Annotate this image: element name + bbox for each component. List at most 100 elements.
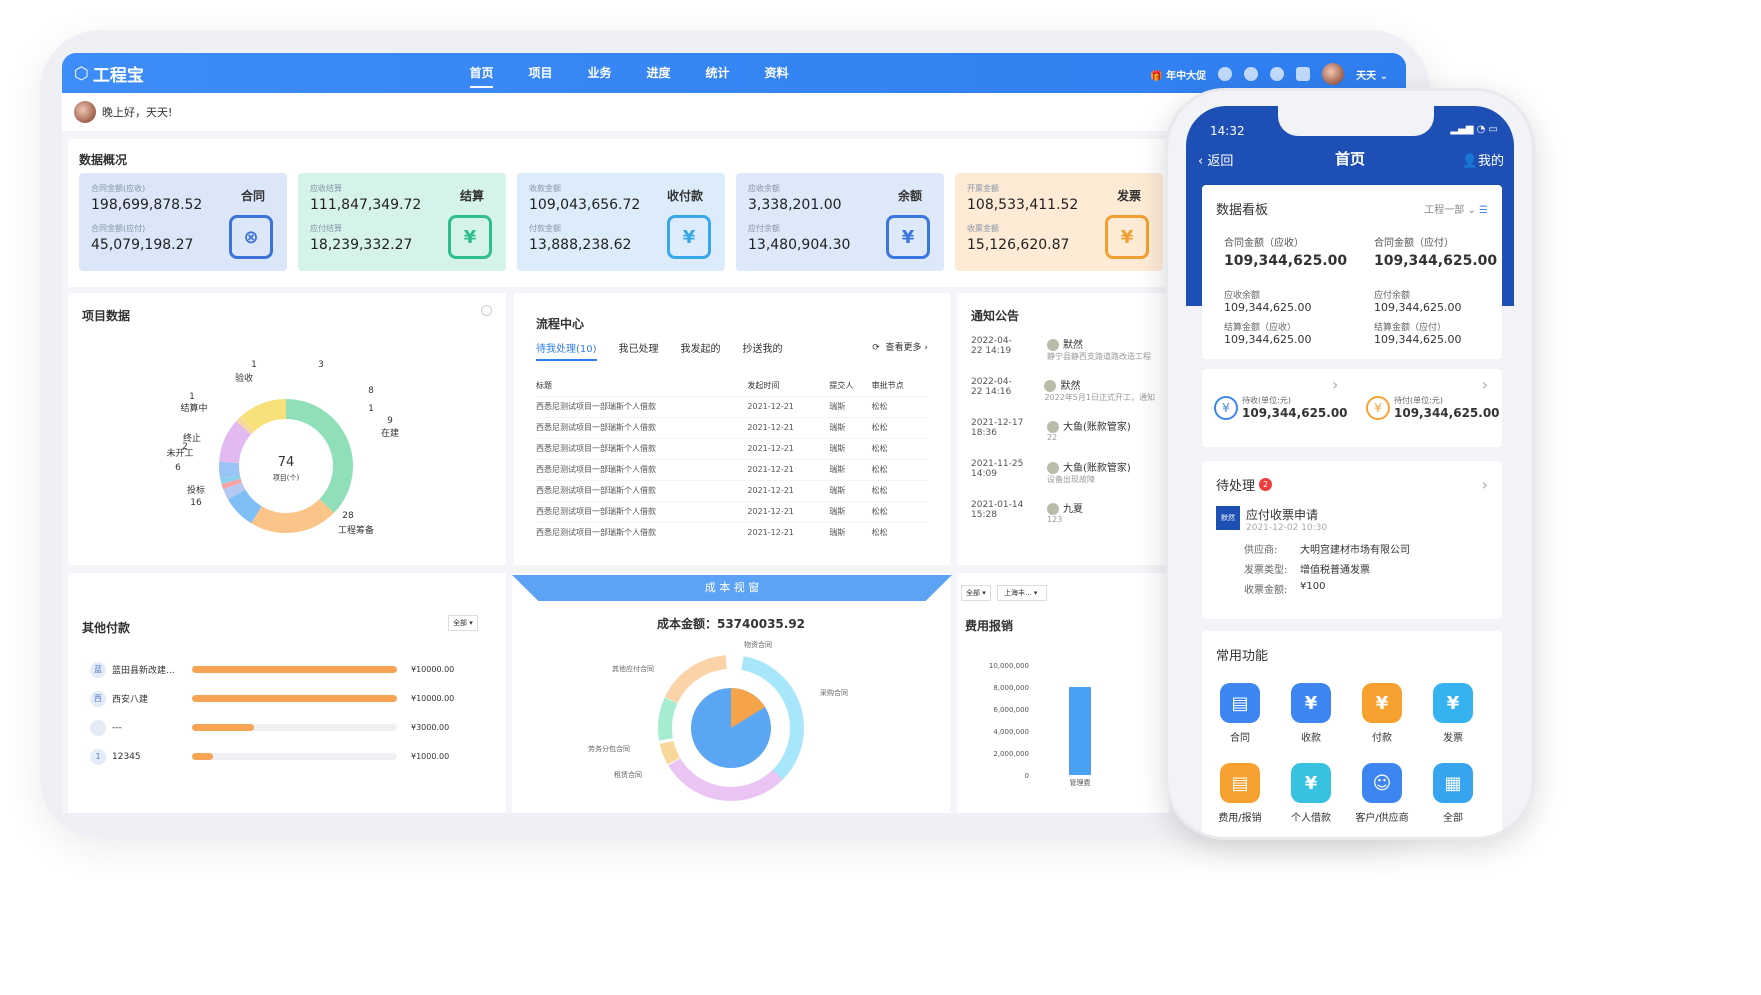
- notice-author-name: 大鱼(账款管家): [1063, 463, 1131, 474]
- donut-slice: [251, 498, 334, 533]
- notice-item[interactable]: 2022-04- 22 14:19 默然 静宁县静西支路道路改造工程: [971, 336, 1155, 377]
- promo-link[interactable]: 🎁 年中大促: [1150, 67, 1206, 82]
- board-sub-item[interactable]: 结算金额（应付） 109,344,625.00: [1374, 320, 1461, 346]
- dept-select[interactable]: 工程一部 ⌄ ☰: [1424, 205, 1488, 216]
- table-cell: 2021-12-21: [747, 423, 794, 432]
- donut-count: 16: [190, 498, 202, 508]
- function-5[interactable]: ¥ 个人借款: [1281, 763, 1341, 824]
- kpi-name: 余额: [897, 189, 922, 203]
- table-row[interactable]: 西悉尼测试项目一部瑞斯个人借款 2021-12-21 瑞斯 松松: [536, 438, 928, 459]
- nav-docs[interactable]: 资料: [764, 66, 789, 80]
- project-title: 项目数据: [82, 309, 131, 323]
- y-tick: 10,000,000: [989, 662, 1029, 670]
- table-row[interactable]: 西悉尼测试项目一部瑞斯个人借款 2021-12-21 瑞斯 松松: [536, 417, 928, 438]
- todo-item[interactable]: 默然 应付收票申请 2021-12-02 10:30: [1216, 506, 1488, 533]
- row-tag: 西: [90, 690, 106, 707]
- notice-item[interactable]: 2021-12-17 18:36 大鱼(账款管家) 22: [971, 418, 1155, 459]
- kpi-card-3[interactable]: 余额 应收余额 3,338,201.00 应付余额 13,480,904.30 ¥: [736, 173, 944, 271]
- donut-count: 2: [182, 442, 188, 452]
- filter-label: 全部: [453, 619, 467, 627]
- info-icon[interactable]: [481, 305, 492, 316]
- other-pay-title: 其他付款: [82, 621, 131, 635]
- kpi-card-0[interactable]: 合同 合同金额(应收) 198,699,878.52 合同金额(应付) 45,079,1…: [79, 173, 287, 271]
- table-cell: 松松: [871, 402, 888, 411]
- row-amount: ¥1000.00: [411, 752, 450, 761]
- bell-icon[interactable]: [1218, 67, 1233, 81]
- function-7[interactable]: ▦ 全部: [1423, 763, 1483, 824]
- help-icon[interactable]: [1296, 67, 1311, 81]
- list-item[interactable]: 蓝蓝田县新改建... ¥10000.00: [90, 655, 454, 684]
- nav-stats[interactable]: 统计: [705, 66, 730, 80]
- function-3[interactable]: ¥ 发票: [1423, 683, 1483, 744]
- receivable-item[interactable]: ¥ 待收(单位:元) 109,344,625.00: [1214, 395, 1348, 420]
- function-icon: ¥: [1291, 683, 1331, 723]
- table-row[interactable]: 西悉尼测试项目一部瑞斯个人借款 2021-12-21 瑞斯 松松: [536, 522, 928, 543]
- gear-icon[interactable]: [1244, 67, 1259, 81]
- other-pay-filter[interactable]: 全部 ▾: [448, 615, 478, 631]
- function-2[interactable]: ¥ 付款: [1352, 683, 1412, 744]
- kpi-value-1: 198,699,878.52: [91, 197, 203, 213]
- board-sub-item[interactable]: 应付余额 109,344,625.00: [1374, 288, 1461, 314]
- notice-item[interactable]: 2022-04- 22 14:16 默然 2022年5月1日正式开工，通知: [971, 377, 1155, 418]
- function-1[interactable]: ¥ 收款: [1281, 683, 1341, 744]
- tab-pending[interactable]: 待我处理(10): [536, 340, 597, 361]
- avatar: [1044, 380, 1057, 392]
- tab-done[interactable]: 我已处理: [618, 344, 659, 355]
- user-menu[interactable]: 天天 ⌄: [1356, 67, 1388, 82]
- filter-icon[interactable]: ☰: [1479, 205, 1488, 216]
- expense-filter-2[interactable]: 上海丰... ▾: [997, 585, 1047, 601]
- kpi-card-1[interactable]: 结算 应收结算 111,847,349.72 应付结算 18,239,332.27 ¥: [298, 173, 506, 271]
- table-row[interactable]: 西悉尼测试项目一部瑞斯个人借款 2021-12-21 瑞斯 松松: [536, 480, 928, 501]
- mine-button[interactable]: 👤我的: [1462, 150, 1504, 169]
- notice-author-name: 大鱼(账款管家): [1063, 422, 1131, 433]
- nav-project[interactable]: 项目: [528, 66, 553, 80]
- list-item[interactable]: 1 12345 ¥1000.00: [90, 742, 454, 771]
- nav-home[interactable]: 首页: [452, 53, 511, 93]
- user-avatar[interactable]: [1322, 63, 1345, 85]
- kpi-card-4[interactable]: 发票 开票金额 108,533,411.52 收票金额 15,126,620.87 ¥: [955, 173, 1163, 271]
- refresh-icon[interactable]: ⟳: [872, 343, 880, 353]
- expense-filter-1[interactable]: 全部 ▾: [961, 585, 991, 601]
- kpi-card-2[interactable]: 收付款 收款金额 109,043,656.72 付款金额 13,888,238.62 ¥: [517, 173, 725, 271]
- payable-item[interactable]: ¥ 待付(单位:元) 109,344,625.00: [1366, 395, 1500, 420]
- function-6[interactable]: ☺ 客户/供应商: [1352, 763, 1412, 824]
- tab-started[interactable]: 我发起的: [680, 344, 721, 355]
- board-sub-item[interactable]: 应收余额 109,344,625.00: [1224, 288, 1311, 314]
- function-0[interactable]: ▤ 合同: [1210, 683, 1270, 744]
- row-tag: 蓝: [90, 661, 106, 678]
- function-4[interactable]: ▤ 费用/报销: [1210, 763, 1270, 824]
- table-row[interactable]: 西悉尼测试项目一部瑞斯个人借款 2021-12-21 瑞斯 松松: [536, 459, 928, 480]
- donut-total-label: 项目(个): [273, 474, 300, 482]
- list-item[interactable]: --- ¥3000.00: [90, 713, 454, 742]
- table-cell: 西悉尼测试项目一部瑞斯个人借款: [536, 444, 656, 453]
- table-row[interactable]: 西悉尼测试项目一部瑞斯个人借款 2021-12-21 瑞斯 松松: [536, 396, 928, 417]
- row-amount: ¥10000.00: [411, 665, 455, 674]
- board-item[interactable]: 合同金额（应付） 109,344,625.00: [1374, 234, 1497, 269]
- kpi-label-2: 收票金额: [967, 224, 999, 233]
- chevron-right-icon[interactable]: ›: [1481, 475, 1488, 494]
- nav-business[interactable]: 业务: [587, 66, 612, 80]
- app-logo[interactable]: ⬡ 工程宝: [74, 61, 144, 87]
- globe-icon[interactable]: [1270, 67, 1285, 81]
- list-item[interactable]: 西西安八建 ¥10000.00: [90, 684, 454, 713]
- notice-date-line: 2021-11-25: [971, 459, 1024, 469]
- avatar: [1047, 339, 1059, 351]
- board-sub-item[interactable]: 结算金额（应收） 109,344,625.00: [1224, 320, 1311, 346]
- nav-progress[interactable]: 进度: [646, 66, 671, 80]
- todo-field-value: ¥100: [1300, 581, 1326, 592]
- cost-title: 成本金额：53740035.92: [656, 617, 806, 631]
- table-cell: 西悉尼测试项目一部瑞斯个人借款: [536, 486, 656, 495]
- back-button[interactable]: ‹ 返回: [1198, 154, 1234, 169]
- board-item[interactable]: 合同金额（应收） 109,344,625.00: [1224, 234, 1347, 269]
- row-name: 12345: [112, 751, 141, 762]
- notice-item[interactable]: 2021-11-25 14:09 大鱼(账款管家) 设备出现故障: [971, 459, 1155, 500]
- table-row[interactable]: 西悉尼测试项目一部瑞斯个人借款 2021-12-21 瑞斯 松松: [536, 501, 928, 522]
- cost-donut-chart: 物资合同 采购合同 其他应付合同 劳务分包合同 租赁合同: [588, 640, 848, 801]
- chevron-right-icon[interactable]: ›: [1481, 375, 1488, 394]
- notice-item[interactable]: 2021-01-14 15:28 九夏 123: [971, 500, 1155, 541]
- chevron-right-icon[interactable]: ›: [1332, 375, 1339, 394]
- tab-cc[interactable]: 抄送我的: [742, 344, 783, 355]
- top-navbar: ⬡ 工程宝 首页 项目 业务 进度 统计 资料 🎁 年中大促 天天 ⌄: [62, 53, 1406, 93]
- view-more-link[interactable]: ⟳ 查看更多 ›: [872, 340, 928, 361]
- function-icon: ¥: [1291, 763, 1331, 803]
